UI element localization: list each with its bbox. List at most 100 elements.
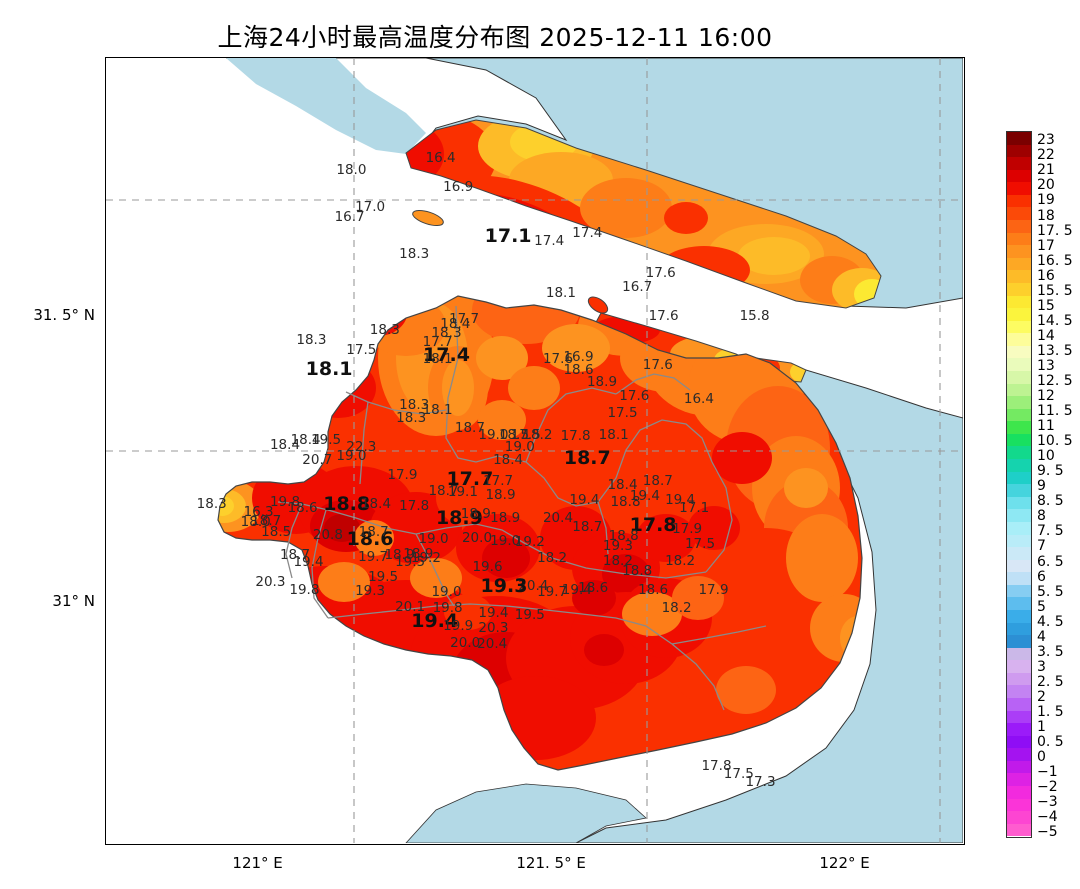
colorbar-tick-label: −5 (1037, 824, 1058, 841)
colorbar-tick-label: 6. 5 (1037, 553, 1064, 570)
colorbar-segment (1007, 509, 1031, 522)
colorbar-tick-label: 4 (1037, 628, 1046, 645)
colorbar-tick-label: −2 (1037, 779, 1058, 796)
colorbar-segment (1007, 257, 1031, 271)
colorbar-tick-label: 2 (1037, 688, 1046, 705)
latitude-tick-label: 31. 5° N (33, 305, 95, 324)
colorbar-segment (1007, 760, 1031, 774)
colorbar-tick-label: 16 (1037, 267, 1055, 284)
colorbar-segment (1007, 282, 1031, 296)
islet-west (412, 209, 444, 227)
colorbar-segment (1007, 647, 1031, 661)
colorbar-tick-label: 0. 5 (1037, 734, 1064, 751)
colorbar-segment (1007, 597, 1031, 610)
colorbar-tick-label: 5. 5 (1037, 583, 1064, 600)
colorbar-segment (1007, 698, 1031, 711)
colorbar-segment (1007, 320, 1031, 334)
colorbar-segment (1007, 710, 1031, 724)
colorbar-segment (1007, 559, 1031, 573)
colorbar-segment (1007, 358, 1031, 371)
colorbar-tick-label: 3. 5 (1037, 643, 1064, 660)
colorbar-segment (1007, 609, 1031, 623)
map-panel: 18.0 16.4 16.9 17.0 16.7 17.1 17.4 17.4 18.3 17.6… (105, 57, 965, 845)
colorbar-segment (1007, 484, 1031, 497)
district-boundaries (277, 305, 767, 711)
colorbar-segment (1007, 295, 1031, 309)
colorbar-segment (1007, 408, 1031, 422)
latitude-tick-label: 31° N (52, 592, 95, 611)
colorbar-tick-label: 10. 5 (1037, 433, 1073, 450)
colorbar-tick-label: 10 (1037, 448, 1055, 465)
colorbar-tick-label: 0 (1037, 749, 1046, 766)
colorbar-segment (1007, 232, 1031, 246)
colorbar-segment (1007, 811, 1031, 824)
colorbar-segment (1007, 459, 1031, 472)
colorbar-segment (1007, 798, 1031, 812)
page-title: 上海24小时最高温度分布图 2025-12-11 16:00 (217, 23, 773, 52)
colorbar-tick-label: −1 (1037, 764, 1058, 781)
colorbar-tick-label: 5 (1037, 598, 1046, 615)
colorbar-tick-label: 20 (1037, 177, 1055, 194)
colorbar-segment (1007, 572, 1031, 585)
colorbar-tick-label: 15. 5 (1037, 282, 1073, 299)
colorbar-segment (1007, 547, 1031, 560)
colorbar-segment (1007, 169, 1031, 183)
contour-map-svg (106, 58, 963, 843)
colorbar-segment (1007, 748, 1031, 761)
colorbar-segment (1007, 144, 1031, 158)
colorbar-tick-label: −4 (1037, 809, 1058, 826)
colorbar-tick-label: 11 (1037, 418, 1055, 435)
colorbar-segment (1007, 823, 1031, 837)
colorbar-segment (1007, 270, 1031, 283)
colorbar-tick-label: 11. 5 (1037, 403, 1073, 420)
colorbar-segment (1007, 345, 1031, 359)
colorbar-segment (1007, 207, 1031, 221)
colorbar-tick-label: 8 (1037, 508, 1046, 525)
colorbar-tick-label: 12 (1037, 388, 1055, 405)
colorbar-segment (1007, 421, 1031, 434)
colorbar-tick-label: 7. 5 (1037, 523, 1064, 540)
colorbar-segment (1007, 471, 1031, 485)
colorbar[interactable] (1006, 131, 1032, 838)
colorbar-segment (1007, 194, 1031, 208)
colorbar-segment (1007, 735, 1031, 749)
colorbar-tick-label: 9. 5 (1037, 463, 1064, 480)
colorbar-tick-label: 4. 5 (1037, 613, 1064, 630)
colorbar-segment (1007, 157, 1031, 170)
colorbar-segment (1007, 786, 1031, 799)
colorbar-segment (1007, 333, 1031, 346)
colorbar-tick-label: 23 (1037, 132, 1055, 149)
colorbar-tick-label: −3 (1037, 794, 1058, 811)
colorbar-tick-label: 1 (1037, 718, 1046, 735)
colorbar-tick-label: 3 (1037, 658, 1046, 675)
colorbar-tick-label: 17. 5 (1037, 222, 1073, 239)
colorbar-tick-label: 17 (1037, 237, 1055, 254)
colorbar-ticks: 23 22 21 20 19 18 17. 5 17 16. 5 16 15. 5 15 14. 5 14… (1034, 131, 1080, 841)
colorbar-segment (1007, 446, 1031, 460)
colorbar-tick-label: 7 (1037, 538, 1046, 555)
colorbar-tick-label: 15 (1037, 297, 1055, 314)
colorbar-segment (1007, 622, 1031, 636)
colorbar-segment (1007, 685, 1031, 699)
colorbar-segment (1007, 220, 1031, 233)
colorbar-segment (1007, 308, 1031, 321)
colorbar-tick-label: 12. 5 (1037, 373, 1073, 389)
colorbar-tick-label: 19 (1037, 192, 1055, 209)
longitude-tick-label: 122° E (819, 854, 870, 872)
colorbar-segment (1007, 383, 1031, 397)
colorbar-segment (1007, 635, 1031, 648)
colorbar-tick-label: 1. 5 (1037, 703, 1064, 720)
colorbar-tick-label: 21 (1037, 162, 1055, 179)
colorbar-segment (1007, 245, 1031, 258)
colorbar-segment (1007, 723, 1031, 736)
colorbar-segment (1007, 433, 1031, 447)
colorbar-tick-label: 18 (1037, 207, 1055, 224)
colorbar-tick-label: 14. 5 (1037, 312, 1073, 329)
longitude-tick-label: 121° E (232, 854, 283, 872)
colorbar-tick-label: 9 (1037, 478, 1046, 495)
colorbar-segment (1007, 396, 1031, 409)
graticule (106, 58, 963, 843)
colorbar-tick-label: 2. 5 (1037, 673, 1064, 690)
colorbar-tick-label: 6 (1037, 568, 1046, 585)
colorbar-segment (1007, 534, 1031, 548)
